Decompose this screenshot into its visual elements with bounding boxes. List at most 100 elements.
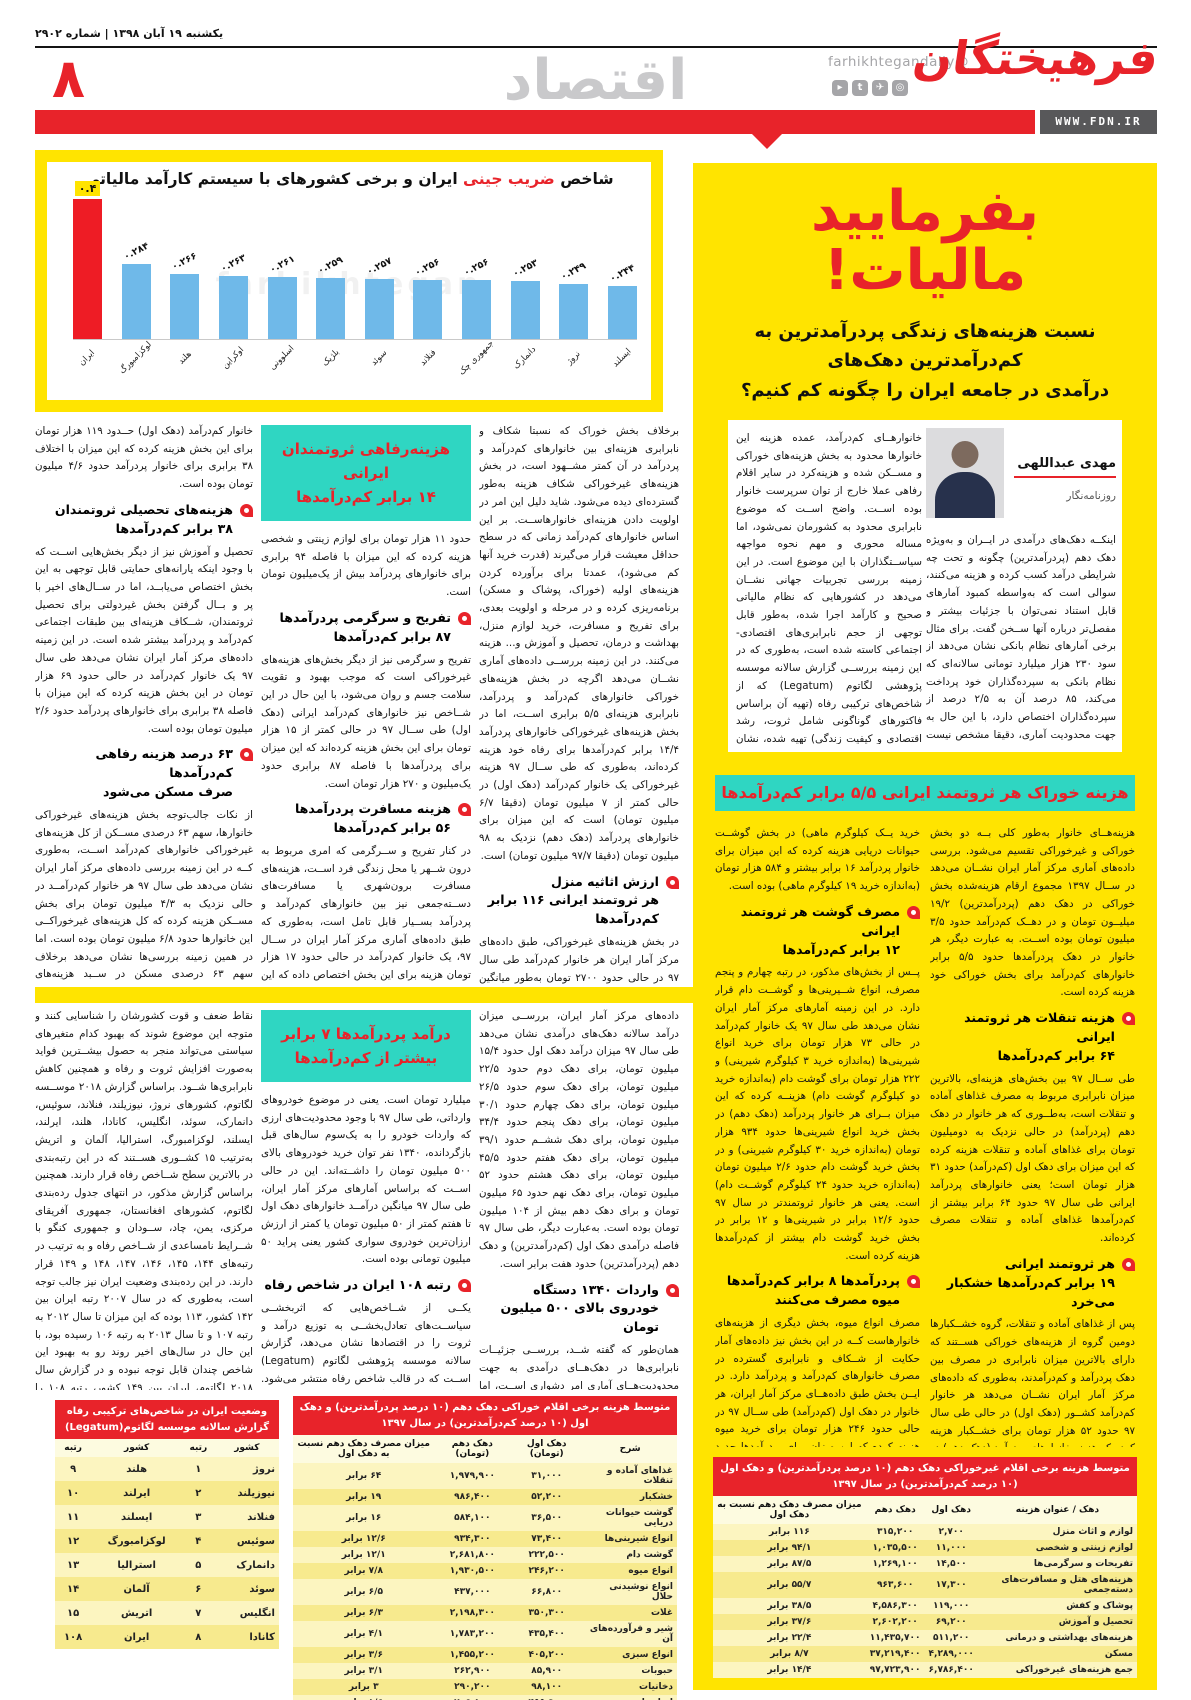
table-cell: ۱۱۹,۰۰۰ bbox=[924, 1598, 978, 1614]
bar-value-label: ۰.۲۵۳ bbox=[510, 257, 540, 280]
bar-category-label: سوئد bbox=[369, 347, 390, 369]
table-cell: ۱,۷۸۳,۲۰۰ bbox=[434, 1621, 511, 1647]
bullet-icon bbox=[1122, 1012, 1135, 1026]
table-cell: ۲,۱۹۸,۳۰۰ bbox=[434, 1605, 511, 1621]
table-cell: انواع شیرینی‌ها bbox=[583, 1531, 677, 1547]
table-row: غلات ۳۵۰,۳۰۰ ۲,۱۹۸,۳۰۰ ۶/۳ برابر bbox=[293, 1605, 677, 1621]
table-cell: ۸/۷ برابر bbox=[713, 1646, 866, 1662]
table-cell: دانمارک bbox=[214, 1553, 279, 1577]
bar-category-label: دانمارک bbox=[511, 344, 539, 372]
article-subheading: هزینه‌های تحصیلی ثروتمندان ۳۸ برابر کم‌د… bbox=[35, 501, 253, 539]
table-cell: ۱۲ bbox=[55, 1529, 92, 1553]
social-handle[interactable]: @farhikhtegandaily bbox=[828, 54, 969, 70]
bar bbox=[267, 276, 297, 339]
author-role: روزنامه‌نگار bbox=[1066, 490, 1116, 502]
article-subheading: رتبه ۱۰۸ ایران در شاخص رفاه bbox=[261, 1276, 471, 1295]
table-row: هزینه‌های هتل و مسافرت‌های دسته‌جمعی ۱۷,۳… bbox=[713, 1572, 1137, 1598]
table-cell: ۷/۸ برابر bbox=[293, 1563, 435, 1579]
table-cell: ۵۸۴,۱۰۰ bbox=[434, 1505, 511, 1531]
social-icons: ◎✈t▸ bbox=[828, 75, 1028, 96]
bar-group: ۰.۲۵۶ فنلاند bbox=[413, 169, 443, 368]
table-row: تفریحات و سرگرمی‌ها ۱۴,۵۰۰ ۱,۲۶۹,۱۰۰ ۸۷/۵ ب… bbox=[713, 1556, 1137, 1572]
table-cell: ۷۰۶,۸۰۰ bbox=[434, 1695, 511, 1700]
table-cell: ۱۷,۳۰۰ bbox=[924, 1572, 978, 1598]
table-title: وضعیت ایران در شاخص‌های ترکیبی رفاه گزار… bbox=[55, 1400, 279, 1439]
table-cell: انواع نوشیدنی حلال bbox=[583, 1579, 677, 1605]
paragraph: در کنار تفریح و ســرگرمی که امری مربوط ب… bbox=[261, 845, 471, 981]
table-cell: استرالیا bbox=[91, 1553, 183, 1577]
paragraph: داده‌های مرکز آمار ایران، بررســی میزان … bbox=[479, 1010, 679, 1270]
table-cell: ۳ bbox=[182, 1505, 215, 1529]
subheading-text: هزینه‌های تحصیلی ثروتمندان ۳۸ برابر کم‌د… bbox=[54, 501, 233, 536]
table-row: دانمارک ۵ استرالیا ۱۳ bbox=[55, 1553, 279, 1577]
bar-value-label: ۰.۲۶۱ bbox=[267, 253, 297, 276]
bar bbox=[316, 277, 346, 339]
website-url[interactable]: WWW.FDN.IR bbox=[1040, 110, 1157, 134]
column-header: دهک دهم (تومان) bbox=[434, 1435, 511, 1463]
paragraph: از نکات جالب‌توجه بخش هزینه‌های غیرخوراک… bbox=[35, 809, 253, 981]
subheading-text: ۶۳ درصد هزینه رفاهی کم‌درآمدها صرف مسکن … bbox=[95, 746, 233, 800]
bar bbox=[170, 274, 200, 339]
table-cell: ۲۹۰,۲۰۰ bbox=[434, 1679, 511, 1695]
table-cell: ۹۴/۱ برابر bbox=[713, 1540, 866, 1556]
table-cell: ۳/۶ برابر bbox=[293, 1647, 435, 1663]
article-subheading: هزینه تنقلات هر ثروتمند ایرانی ۶۴ برابر … bbox=[930, 1009, 1135, 1066]
table-row: پوشاک و کفش ۱۱۹,۰۰۰ ۴,۵۸۶,۳۰۰ ۳۸/۵ برابر bbox=[713, 1598, 1137, 1614]
table-cell: اتریش bbox=[91, 1601, 183, 1625]
bar-group: ۰.۲۴۹ نروژ bbox=[559, 169, 589, 367]
page-number: ۸ bbox=[52, 47, 85, 110]
table-cell: ۱۲/۱ برابر bbox=[293, 1547, 435, 1563]
table-cell: کانادا bbox=[214, 1625, 279, 1649]
aparat-icon[interactable]: ▸ bbox=[832, 80, 848, 96]
table-cell: ۱۹ برابر bbox=[293, 1489, 435, 1505]
table-cell: ۲,۶۰۲,۲۰۰ bbox=[865, 1614, 925, 1630]
table-header-row: کشور رتبه کشور رتبه bbox=[55, 1439, 279, 1457]
table-cell: ۶ bbox=[182, 1577, 215, 1601]
bar-value-label: ۰.۲۴۹ bbox=[559, 260, 589, 283]
column-a-lower: نقاط ضعف و قوت کشورشان را شناسایی کنند و… bbox=[35, 1008, 253, 1390]
data-table: دهک / عنوان هزینه دهک اول دهک دهم میزان مصر… bbox=[713, 1496, 1137, 1678]
table-title: متوسط هزینه برخی اقلام غیرخوراکی دهک دهم… bbox=[713, 1457, 1137, 1496]
column-header: دهک دهم bbox=[865, 1496, 925, 1524]
table-cell: ۸ bbox=[182, 1625, 215, 1649]
header-rule bbox=[35, 46, 1157, 48]
table-row: تحصیل و آموزش ۶۹,۲۰۰ ۲,۶۰۲,۲۰۰ ۳۷/۶ برابر bbox=[713, 1614, 1137, 1630]
table-cell: ۱۴,۵۰۰ bbox=[924, 1556, 978, 1572]
table-cell: ۱۰ bbox=[55, 1481, 92, 1505]
paragraph: مصرف انواع میوه، بخش دیگری از هزینه‌های … bbox=[715, 1317, 920, 1447]
bar-group: ۰.۲۶۳ اوکراین bbox=[218, 169, 248, 371]
table-cell: هزینه‌های هتل و مسافرت‌های دسته‌جمعی bbox=[977, 1572, 1137, 1598]
table-cell: لوازم و اثاث منزل bbox=[977, 1524, 1137, 1540]
table-cell: گوشت حیوانات دریایی bbox=[583, 1505, 677, 1531]
column-header: کشور bbox=[214, 1439, 279, 1457]
data-table: کشور رتبه کشور رتبه نروژ ۱ هلند ۹ نیوزیلند ۲ ایرلن… bbox=[55, 1439, 279, 1649]
table-cell: ۱ bbox=[182, 1457, 215, 1481]
instagram-icon[interactable]: ◎ bbox=[892, 80, 908, 96]
bar-group: ۰.۲۶۱ اسلوونی bbox=[267, 169, 297, 372]
paragraph: تفریح و سرگرمی نیز از دیگر بخش‌های هزینه… bbox=[261, 653, 471, 790]
table-cell: ۱۳ bbox=[55, 1553, 92, 1577]
article-subheading: هر ثروتمند ایرانی ۱۹ برابر کم‌درآمدها خش… bbox=[930, 1255, 1135, 1312]
table-header-row: دهک / عنوان هزینه دهک اول دهک دهم میزان مصر… bbox=[713, 1496, 1137, 1524]
bar bbox=[364, 279, 394, 339]
article-subheading: پردرآمدها ۸ برابر کم‌درآمدها میوه مصرف م… bbox=[715, 1272, 920, 1310]
article-subheading: ۶۳ درصد هزینه رفاهی کم‌درآمدها صرف مسکن … bbox=[35, 745, 253, 802]
bullet-icon bbox=[458, 803, 471, 817]
table-cell: تفریحات و سرگرمی‌ها bbox=[977, 1556, 1137, 1572]
column-b-upper: هزینه‌رفاهی ثروتمندان ایرانی ۱۴ برابر کم… bbox=[261, 423, 471, 985]
subheading-text: واردات ۱۳۴۰ دستگاه خودروی بالای ۵۰۰ میلی… bbox=[500, 1281, 659, 1335]
table-cell: ۱,۹۷۹,۹۰۰ bbox=[434, 1463, 511, 1489]
table-row: نیوزیلند ۲ ایرلند ۱۰ bbox=[55, 1481, 279, 1505]
food-expenses-table: متوسط هزینه برخی اقلام خوراکی دهک دهم (۱… bbox=[293, 1396, 677, 1700]
bar bbox=[559, 283, 589, 339]
column-header: رتبه bbox=[55, 1439, 92, 1457]
table-cell: ۷۳,۴۰۰ bbox=[510, 1531, 584, 1547]
table-cell: ۶/۳ برابر bbox=[293, 1605, 435, 1621]
table-cell: ۳ برابر bbox=[293, 1679, 435, 1695]
telegram-icon[interactable]: ✈ bbox=[872, 80, 888, 96]
bar bbox=[510, 281, 540, 339]
twitter-icon[interactable]: t bbox=[852, 80, 868, 96]
table-cell: ۱۱۶ برابر bbox=[713, 1524, 866, 1540]
paragraph: یکــی از شــاخص‌هایی که اثربخشــی سیاســ… bbox=[261, 1301, 471, 1385]
table-cell: ۲,۶۸۱,۸۰۰ bbox=[434, 1547, 511, 1563]
